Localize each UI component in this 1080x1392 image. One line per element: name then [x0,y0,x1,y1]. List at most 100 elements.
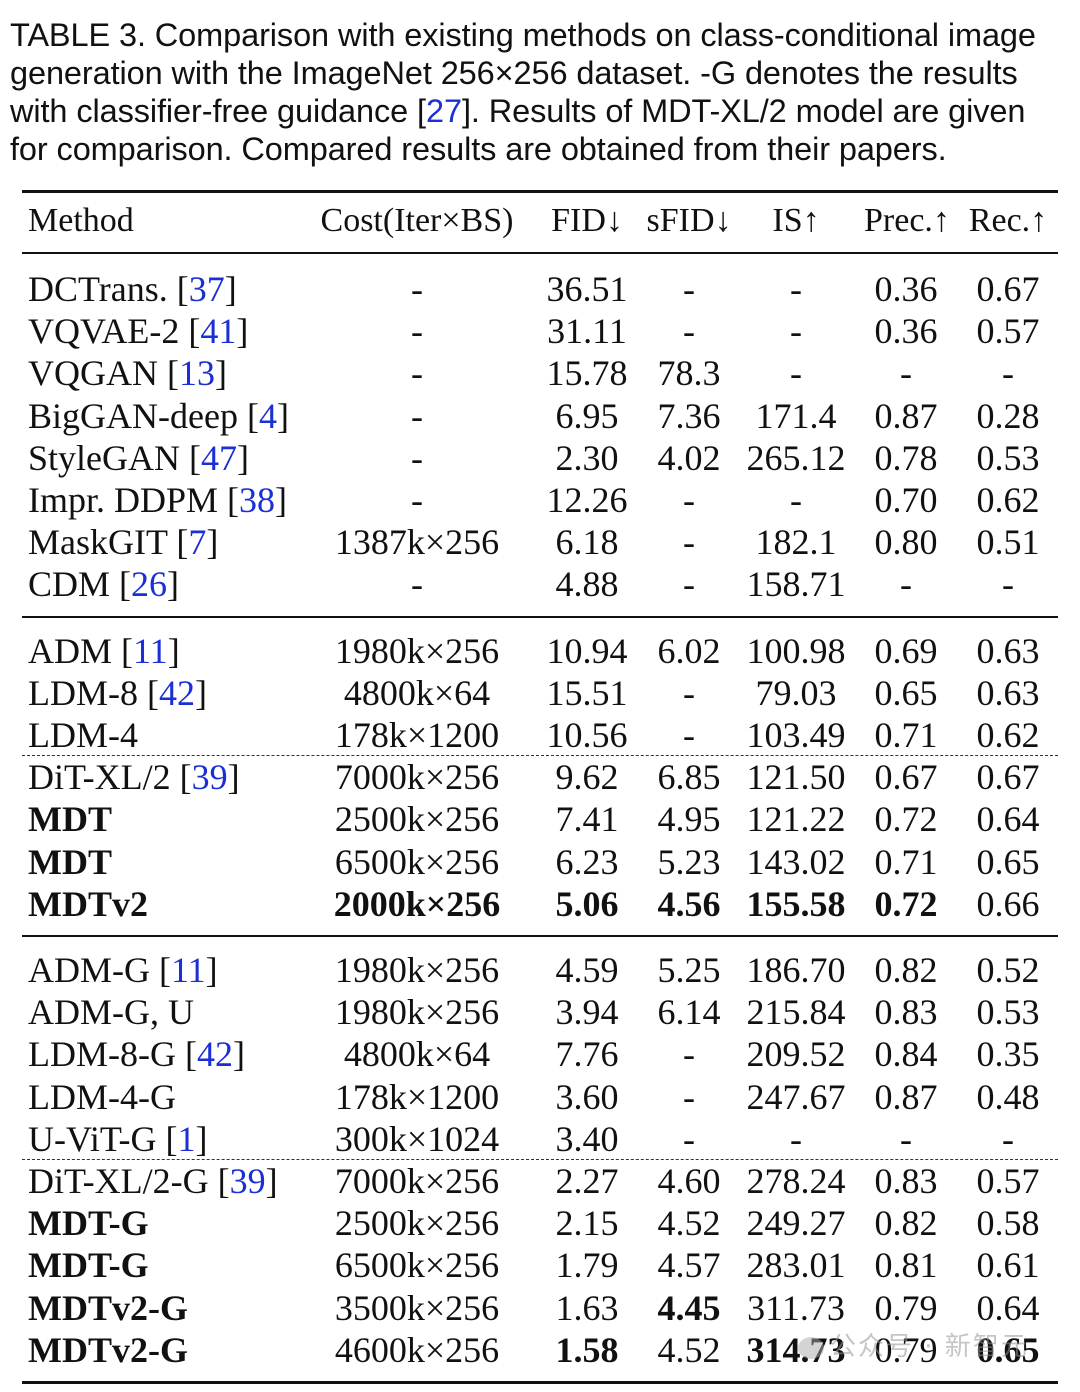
method-cell: LDM-4-G [28,1076,176,1118]
citation-link[interactable]: 26 [131,564,168,605]
sfid-cell: 6.14 [657,992,721,1033]
cost-cell: 4800k×64 [343,1034,491,1075]
prec-cell: 0.82 [874,1203,938,1244]
method-name: LDM-4 [28,715,138,755]
header-method: Method [28,202,134,239]
table-caption: TABLE 3. Comparison with existing method… [10,16,1072,168]
table-row: LDM-8-G [42] 4800k×64 7.76 - 209.52 0.84 0.35 [22,1033,1058,1075]
prec-cell: 0.83 [874,992,938,1033]
is-cell: 121.22 [746,799,846,840]
fid-cell: 1.63 [555,1287,619,1328]
header-is: IS↑ [772,202,820,239]
citation-link[interactable]: 41 [200,311,237,352]
header-fid: FID↓ [551,202,623,239]
method-name: U-ViT-G [28,1118,157,1159]
fid-cell: 10.94 [546,630,628,671]
method-cell: DiT-XL/2-G [39] [28,1161,278,1201]
prec-cell: - [900,564,912,605]
rec-cell: 0.67 [976,269,1040,309]
header-rec: Rec.↑ [968,202,1048,239]
is-cell: - [790,269,802,309]
prec-cell: 0.72 [874,799,938,840]
watermark-text: 公众号 · 新智元 [830,1332,1029,1362]
cost-cell: 300k×1024 [334,1118,500,1159]
citation-link[interactable]: 47 [201,437,237,478]
table-row: Impr. DDPM [38] - 12.26 - - 0.70 0.62 [22,479,1058,521]
method-cell: LDM-8 [42] [28,672,207,713]
dashed-separator [22,755,1058,757]
table-row: VQGAN [13] - 15.78 78.3 - - - [22,352,1058,394]
fid-cell: 10.56 [546,715,628,755]
table-row: MDT 2500k×256 7.41 4.95 121.22 0.72 0.64 [22,798,1058,840]
cost-cell: 1980k×256 [334,992,500,1033]
citation-link[interactable]: 11 [133,630,168,671]
method-cell: VQGAN [13] [28,353,227,394]
fid-cell: 1.58 [555,1329,619,1370]
method-name: BigGAN-deep [28,395,238,436]
sfid-cell: - [683,672,695,713]
rec-cell: 0.64 [976,1287,1040,1328]
rec-cell: 0.63 [976,630,1040,671]
fid-cell: 9.62 [555,757,619,798]
method-cell: MDTv2-G [28,1329,188,1371]
header-prec: Prec.↑ [864,202,950,239]
sfid-cell: - [683,564,695,605]
citation-link[interactable]: 39 [229,1161,266,1201]
is-cell: 278.24 [746,1161,846,1201]
rec-cell: 0.62 [976,480,1040,520]
method-name: Impr. DDPM [28,480,219,520]
sfid-cell: 5.23 [657,841,721,882]
citation-link[interactable]: 27 [425,93,462,129]
citation-link[interactable]: 7 [188,522,207,563]
method-name: ADM-G, U [28,992,194,1033]
citation-link[interactable]: 11 [171,950,206,990]
citation-link[interactable]: 37 [188,269,225,309]
sfid-cell: 4.56 [657,883,721,924]
method-cell: ADM [11] [28,630,180,671]
method-name: MDT-G [28,1245,149,1286]
method-cell: U-ViT-G [1] [28,1118,208,1159]
rec-cell: 0.52 [976,950,1040,990]
citation-link[interactable]: 4 [258,395,277,436]
cost-cell: 178k×1200 [334,715,500,755]
caption-text: ]. Results of MDT-XL/2 model are given [461,93,1026,129]
method-name: LDM-8-G [28,1034,176,1075]
fid-cell: 6.95 [555,395,619,436]
fid-cell: 1.79 [555,1245,619,1286]
prec-cell: 0.65 [874,672,938,713]
sfid-cell: 7.36 [657,395,721,436]
method-name: LDM-8 [28,672,138,713]
cost-cell: - [411,564,423,605]
caption-line: TABLE 3. Comparison with existing method… [10,17,1036,53]
rec-cell: 0.65 [976,841,1040,882]
fid-cell: 31.11 [547,311,627,352]
watermark: 公众号 · 新智元 [798,1326,1029,1363]
cost-cell: 4800k×64 [343,672,491,713]
prec-cell: 0.71 [874,715,938,755]
citation-link[interactable]: 1 [177,1118,196,1159]
sfid-cell: 4.60 [657,1161,721,1201]
sfid-cell: 4.02 [657,437,721,478]
citation-link[interactable]: 42 [196,1034,233,1075]
fid-cell: 15.51 [546,672,628,713]
cost-cell: - [411,269,423,309]
prec-cell: 0.69 [874,630,938,671]
fid-cell: 36.51 [546,269,628,309]
citation-link[interactable]: 42 [159,672,195,713]
rec-cell: 0.48 [976,1076,1040,1117]
is-cell: 121.50 [746,757,846,798]
cost-cell: 1980k×256 [334,950,500,990]
citation-link[interactable]: 38 [239,480,276,520]
rec-cell: 0.53 [976,437,1040,478]
citation-link[interactable]: 13 [179,353,215,394]
cost-cell: - [411,311,423,352]
method-name: MDT [28,799,112,840]
is-cell: 314.73 [746,1329,846,1370]
sfid-cell: 5.25 [657,950,721,990]
citation-link[interactable]: 39 [191,757,228,798]
is-cell: 249.27 [746,1203,846,1244]
is-cell: 215.84 [746,992,846,1033]
prec-cell: - [900,353,912,394]
method-name: VQGAN [28,353,158,394]
is-cell: 186.70 [746,950,846,990]
